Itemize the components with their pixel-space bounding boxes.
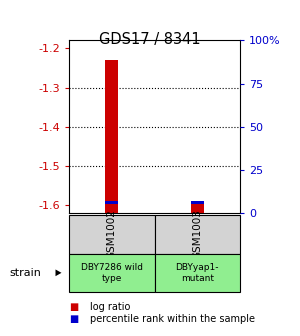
Text: DBY7286 wild
type: DBY7286 wild type (81, 263, 143, 283)
Bar (191, 202, 204, 213)
Text: ■: ■ (69, 313, 78, 324)
Text: log ratio: log ratio (90, 302, 130, 312)
Bar (105, 201, 118, 204)
Text: GDS17 / 8341: GDS17 / 8341 (99, 32, 201, 47)
Bar (105, 60, 118, 213)
Text: strain: strain (9, 268, 41, 278)
Text: GSM1003: GSM1003 (192, 209, 202, 259)
Text: DBYyap1-
mutant: DBYyap1- mutant (176, 263, 219, 283)
Polygon shape (56, 269, 62, 276)
Text: ■: ■ (69, 302, 78, 312)
Bar (191, 201, 204, 204)
Text: GSM1002: GSM1002 (107, 209, 117, 259)
Text: percentile rank within the sample: percentile rank within the sample (90, 313, 255, 324)
